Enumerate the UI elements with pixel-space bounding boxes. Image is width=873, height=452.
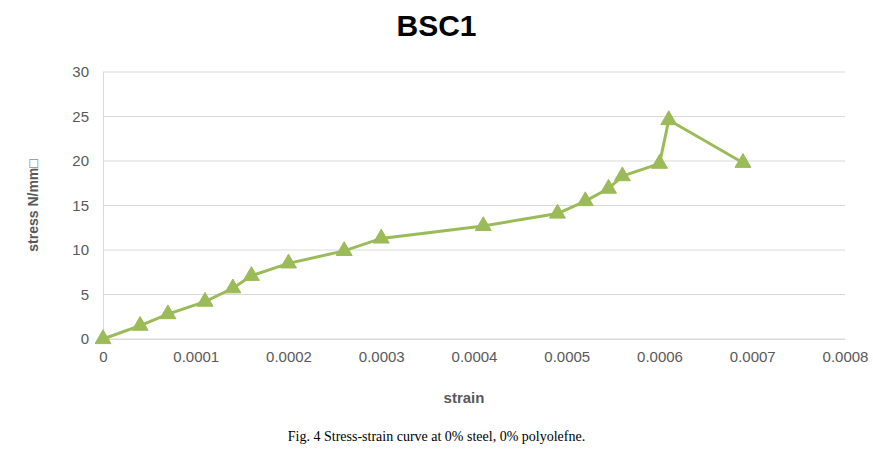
y-tick-label: 0 — [81, 330, 89, 347]
x-tick-label: 0.0005 — [544, 348, 590, 365]
data-point — [614, 167, 630, 181]
x-tick: 0.0008 — [823, 339, 869, 365]
plot-area: 0 5 10 15 20 25 30 0 0.0001 0.0002 0.0003 0.0004 0.0… — [72, 63, 868, 364]
x-tick: 0.0004 — [452, 339, 498, 365]
x-tick: 0.0003 — [359, 339, 405, 365]
data-point — [601, 179, 617, 193]
series-line — [103, 120, 743, 339]
x-axis-title: strain — [444, 389, 485, 406]
y-axis-title: stress N/mm□ — [25, 159, 41, 252]
y-tick: 30 — [72, 63, 103, 80]
grid-line — [103, 72, 845, 73]
data-point — [661, 111, 677, 125]
y-tick: 15 — [72, 197, 103, 214]
grid — [103, 72, 845, 339]
data-point — [577, 192, 593, 206]
grid-line — [103, 294, 845, 295]
grid-line — [103, 161, 845, 162]
caption: Fig. 4 Stress-strain curve at 0% steel, … — [288, 429, 585, 444]
data-point — [550, 204, 566, 218]
x-tick: 0.0001 — [173, 339, 219, 365]
data-point — [281, 254, 297, 268]
y-tick-label: 25 — [72, 108, 89, 125]
x-tick: 0.0007 — [730, 339, 776, 365]
data-point — [243, 267, 259, 281]
y-tick: 10 — [72, 241, 103, 258]
data-point — [197, 292, 213, 306]
x-tick: 0.0002 — [266, 339, 312, 365]
x-axis-line — [104, 339, 846, 340]
x-axis: 0 0.0001 0.0002 0.0003 0.0004 0.0005 0.0006 0.0… — [99, 339, 868, 365]
x-tick-label: 0.0002 — [266, 348, 312, 365]
x-tick: 0.0005 — [544, 339, 590, 365]
series — [95, 111, 751, 344]
chart-title: BSC1 — [396, 9, 476, 42]
x-tick-label: 0 — [99, 348, 107, 365]
data-point — [132, 316, 148, 330]
x-tick-label: 0.0008 — [823, 348, 869, 365]
data-point — [475, 217, 491, 231]
grid-line — [103, 339, 845, 340]
x-tick-label: 0.0007 — [730, 348, 776, 365]
y-tick: 5 — [81, 286, 103, 303]
data-point — [652, 154, 668, 168]
chart: 0 5 10 15 20 25 30 0 0.0001 0.0002 0.0003 0.0004 0.0… — [0, 0, 873, 452]
data-point — [373, 229, 389, 243]
y-tick-label: 10 — [72, 241, 89, 258]
y-tick-label: 5 — [81, 286, 89, 303]
y-tick-label: 15 — [72, 197, 89, 214]
y-tick-label: 20 — [72, 152, 89, 169]
x-tick-label: 0.0006 — [637, 348, 683, 365]
grid-line — [103, 116, 845, 117]
data-point — [735, 154, 751, 168]
y-tick-label: 30 — [72, 63, 89, 80]
data-point — [160, 305, 176, 319]
data-point — [95, 330, 111, 344]
x-tick-label: 0.0003 — [359, 348, 405, 365]
data-point — [336, 242, 352, 256]
y-axis-line — [103, 73, 104, 340]
x-tick-label: 0.0001 — [173, 348, 219, 365]
data-point — [225, 279, 241, 293]
y-tick: 20 — [72, 152, 103, 169]
x-tick: 0.0006 — [637, 339, 683, 365]
grid-line — [103, 205, 845, 206]
x-tick-label: 0.0004 — [452, 348, 498, 365]
y-tick: 25 — [72, 108, 103, 125]
y-axis: 0 5 10 15 20 25 30 — [72, 63, 103, 347]
grid-line — [103, 250, 845, 251]
